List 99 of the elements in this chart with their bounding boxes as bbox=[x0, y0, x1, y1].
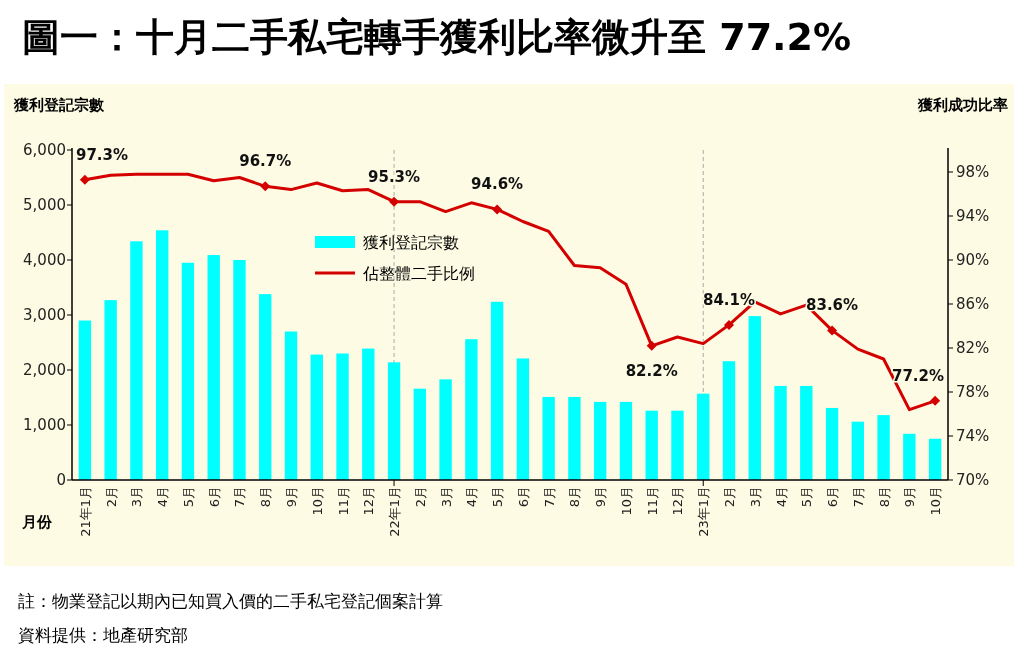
y2-tick-label: 70% bbox=[956, 471, 990, 489]
x-tick-label: 10月 bbox=[618, 486, 634, 516]
x-tick-label: 6月 bbox=[515, 486, 531, 508]
y-tick-label: 6,000 bbox=[23, 141, 66, 159]
bar bbox=[207, 255, 220, 480]
y-tick-label: 2,000 bbox=[23, 361, 66, 379]
x-tick-label: 4月 bbox=[464, 486, 480, 508]
bar bbox=[748, 316, 761, 480]
data-label: 77.2% bbox=[891, 366, 944, 385]
x-tick-label: 2月 bbox=[412, 486, 428, 508]
bar bbox=[465, 339, 478, 480]
x-tick-label: 3月 bbox=[129, 486, 145, 508]
x-tick-label: 8月 bbox=[876, 486, 892, 508]
bar bbox=[490, 301, 504, 480]
text: 註：物業登記以期內已知買入價的二手私宅登記個案計算 bbox=[18, 591, 443, 611]
x-tick-label: 11月 bbox=[335, 486, 351, 516]
y2-tick-label: 98% bbox=[956, 163, 990, 181]
y-tick-label: 3,000 bbox=[23, 306, 66, 324]
data-label: 84.1% bbox=[702, 290, 756, 309]
legend-label: 佔整體二手比例 bbox=[362, 264, 475, 283]
bar bbox=[877, 415, 890, 480]
data-label: 95.3% bbox=[368, 167, 421, 186]
x-tick-label: 23年1月 bbox=[696, 486, 712, 537]
data-label: 97.3% bbox=[76, 145, 129, 164]
bar bbox=[284, 331, 298, 480]
bar bbox=[593, 401, 607, 480]
y-tick-label: 5,000 bbox=[23, 196, 66, 214]
x-tick-label: 22年1月 bbox=[387, 486, 403, 537]
bar bbox=[362, 348, 375, 480]
y2-tick-label: 74% bbox=[956, 427, 990, 445]
bar bbox=[645, 410, 658, 480]
y-tick-label: 4,000 bbox=[23, 251, 66, 269]
bar bbox=[903, 433, 916, 480]
x-tick-label: 6月 bbox=[825, 486, 841, 508]
x-tick-label: 9月 bbox=[902, 486, 918, 508]
bar bbox=[568, 396, 581, 480]
x-tick-label: 5月 bbox=[799, 486, 815, 508]
x-tick-label: 9月 bbox=[284, 486, 299, 508]
bar bbox=[774, 385, 787, 480]
x-tick-label: 9月 bbox=[593, 486, 609, 508]
bar bbox=[259, 294, 272, 480]
y-tick-label: 0 bbox=[56, 471, 66, 489]
bar bbox=[413, 388, 427, 480]
data-label: 82.2% bbox=[625, 361, 678, 380]
x-tick-label: 2月 bbox=[103, 486, 119, 508]
x-tick-label: 12月 bbox=[670, 486, 686, 516]
y-axis-title: 獲利登記宗數 bbox=[13, 96, 105, 114]
x-tick-label: 7月 bbox=[541, 486, 557, 508]
bar bbox=[800, 385, 813, 480]
x-tick-label: 8月 bbox=[567, 486, 583, 508]
data-label: 96.7% bbox=[239, 152, 292, 171]
x-tick-label: 5月 bbox=[180, 486, 196, 508]
x-tick-label: 8月 bbox=[258, 486, 274, 508]
bar bbox=[619, 401, 633, 480]
bar bbox=[155, 230, 169, 480]
bar bbox=[851, 421, 865, 480]
bar bbox=[310, 354, 323, 480]
x-tick-label: 12月 bbox=[361, 486, 377, 516]
legend-label: 獲利登記宗數 bbox=[363, 233, 459, 252]
bar bbox=[671, 410, 684, 480]
x-tick-label: 3月 bbox=[747, 486, 763, 508]
x-tick-label: 21年1月 bbox=[77, 486, 93, 537]
data-label: 83.6% bbox=[806, 296, 859, 315]
x-axis-title: 月份 bbox=[21, 513, 53, 531]
bar bbox=[104, 300, 117, 480]
x-tick-label: 6月 bbox=[206, 486, 222, 508]
bar bbox=[439, 379, 452, 480]
x-tick-label: 3月 bbox=[438, 486, 454, 508]
y2-axis-title: 獲利成功比率 bbox=[917, 96, 1008, 114]
y2-tick-label: 90% bbox=[956, 251, 990, 269]
x-tick-label: 2月 bbox=[722, 486, 737, 508]
bar bbox=[181, 262, 195, 480]
y-tick-label: 1,000 bbox=[23, 416, 66, 434]
chart-title: 圖一：十月二手私宅轉手獲利比率微升至 77.2% bbox=[22, 15, 852, 59]
y2-tick-label: 82% bbox=[956, 339, 990, 357]
bar bbox=[697, 393, 710, 480]
x-tick-label: 5月 bbox=[490, 486, 506, 508]
x-tick-label: 10月 bbox=[928, 486, 944, 516]
data-label: 94.6% bbox=[471, 175, 524, 194]
x-tick-label: 10月 bbox=[309, 486, 325, 516]
bar bbox=[516, 358, 530, 480]
bar bbox=[233, 260, 246, 480]
bar bbox=[78, 320, 92, 480]
x-tick-label: 11月 bbox=[644, 486, 660, 516]
bar bbox=[542, 396, 555, 480]
x-tick-label: 7月 bbox=[850, 486, 866, 508]
x-tick-label: 7月 bbox=[232, 486, 248, 508]
y2-tick-label: 86% bbox=[956, 295, 990, 313]
bar bbox=[825, 407, 839, 480]
y2-tick-label: 78% bbox=[956, 383, 990, 401]
x-tick-label: 4月 bbox=[773, 486, 789, 508]
x-tick-label: 4月 bbox=[155, 486, 171, 508]
bar bbox=[336, 353, 349, 480]
text: 資料提供：地產研究部 bbox=[18, 625, 188, 645]
bar bbox=[928, 438, 942, 480]
y2-tick-label: 94% bbox=[956, 207, 990, 225]
bar bbox=[130, 241, 143, 480]
bar bbox=[387, 362, 401, 480]
bar bbox=[722, 361, 736, 480]
